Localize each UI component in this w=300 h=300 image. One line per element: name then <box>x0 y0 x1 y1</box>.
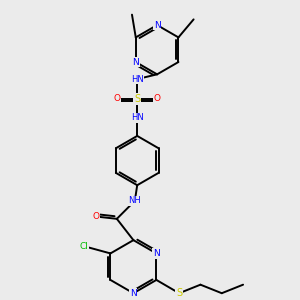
Text: O: O <box>154 94 160 103</box>
Text: NH: NH <box>128 196 141 205</box>
Text: N: N <box>132 58 139 67</box>
Text: O: O <box>114 94 121 103</box>
Text: O: O <box>92 212 99 221</box>
Text: HN: HN <box>131 75 144 84</box>
Text: Cl: Cl <box>80 242 89 251</box>
Text: N: N <box>130 289 137 298</box>
Text: S: S <box>134 94 140 104</box>
Text: HN: HN <box>131 113 144 122</box>
Text: N: N <box>153 249 160 258</box>
Text: S: S <box>176 288 182 298</box>
Text: N: N <box>154 21 160 30</box>
